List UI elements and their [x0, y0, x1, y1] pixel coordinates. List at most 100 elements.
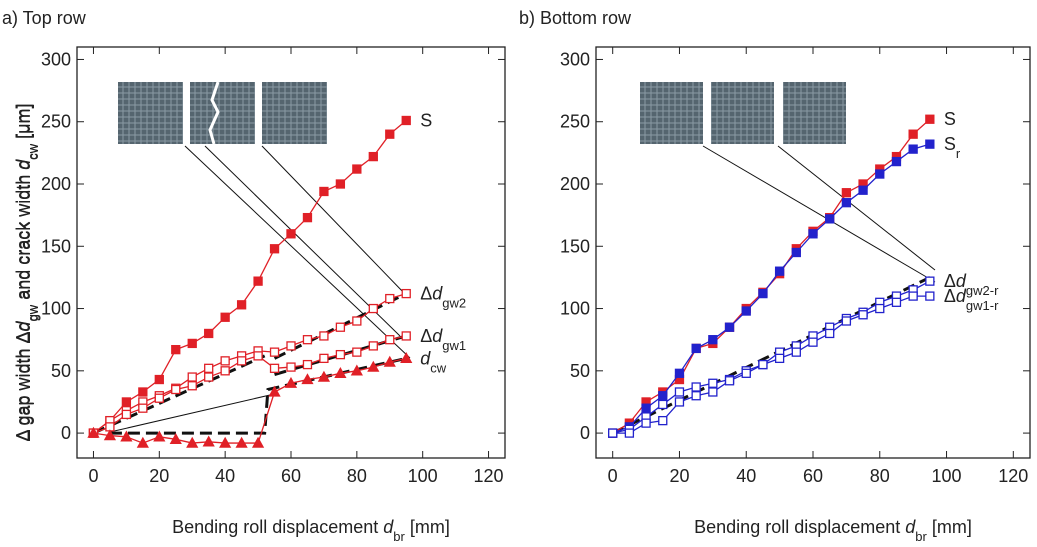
marker	[335, 349, 346, 360]
marker	[925, 139, 935, 149]
marker	[741, 368, 751, 378]
marker	[121, 409, 132, 420]
marker	[138, 403, 148, 413]
marker	[925, 114, 935, 124]
text-part: gw	[25, 304, 40, 321]
marker	[187, 381, 197, 391]
marker	[269, 347, 280, 357]
marker	[302, 212, 313, 223]
series-label: dcw	[420, 348, 447, 375]
marker	[253, 276, 263, 286]
y-tick-label: 200	[41, 174, 71, 194]
marker	[708, 387, 718, 397]
series-label: Δdgw1-r	[944, 286, 999, 313]
x-tick-label: 120	[998, 466, 1028, 486]
marker	[350, 364, 363, 376]
marker	[319, 353, 329, 364]
marker	[658, 391, 668, 401]
inset-image	[118, 82, 183, 144]
connector	[109, 394, 271, 433]
text-part: d	[432, 284, 443, 304]
y-tick-label: 300	[41, 49, 71, 69]
marker	[385, 129, 395, 139]
text-part: cw	[25, 143, 40, 160]
text-part: br	[393, 529, 405, 544]
x-tick-label: 40	[215, 466, 235, 486]
text-part: [μm]	[13, 103, 33, 143]
marker	[758, 288, 768, 299]
y-tick-label: 50	[51, 361, 71, 381]
marker	[841, 188, 852, 198]
marker	[153, 430, 166, 442]
text-part: [mm]	[405, 517, 450, 537]
marker	[236, 300, 247, 310]
marker	[367, 360, 380, 372]
marker	[858, 185, 868, 195]
y-tick-label: 150	[41, 236, 71, 256]
text-part: and crack width	[14, 170, 34, 305]
panel-title: b) Bottom row	[519, 8, 632, 28]
marker	[791, 247, 801, 258]
marker	[791, 347, 801, 357]
marker	[758, 359, 768, 370]
text-part: [mm]	[927, 517, 972, 537]
marker	[269, 363, 280, 373]
text-part: S	[944, 134, 956, 154]
marker	[236, 356, 247, 366]
x-tick-label: 80	[870, 466, 890, 486]
text-part: Δ	[944, 271, 956, 291]
text-part: gw1	[442, 337, 466, 352]
marker	[171, 384, 181, 395]
marker	[385, 293, 395, 304]
marker	[401, 331, 411, 341]
panel: a) Top row 0 20 40 60 80 100 120 0 50 100 150 200 250…	[2, 8, 506, 544]
x-tick-label: 60	[803, 466, 823, 486]
text-part: S	[944, 109, 956, 129]
text-part: d	[420, 348, 431, 368]
series-line	[612, 295, 930, 434]
x-axis-label: Bending roll displacement dbr [mm]	[694, 517, 972, 544]
series-label: S	[420, 110, 432, 130]
marker	[204, 363, 214, 373]
marker	[319, 186, 329, 197]
marker	[691, 391, 701, 401]
series-label: Δdgw2	[420, 284, 466, 311]
x-tick-label: 120	[474, 466, 504, 486]
marker	[674, 387, 685, 397]
text-part: d	[14, 159, 34, 170]
marker	[908, 144, 918, 154]
marker	[875, 169, 885, 179]
marker	[774, 266, 785, 276]
marker	[138, 387, 148, 397]
inset-image	[640, 82, 703, 144]
marker	[841, 198, 852, 208]
text-part: Δ gap width Δ	[13, 331, 33, 441]
marker	[385, 335, 395, 345]
x-tick-label: 40	[736, 466, 756, 486]
y-tick-label: 200	[560, 174, 590, 194]
marker	[103, 429, 117, 441]
marker	[624, 428, 635, 438]
marker	[121, 397, 132, 407]
marker	[317, 370, 331, 382]
marker	[400, 352, 413, 364]
marker	[204, 372, 214, 382]
text-part: d	[13, 159, 33, 170]
marker	[335, 322, 346, 332]
text-part: br	[915, 529, 927, 544]
marker	[368, 303, 378, 314]
marker	[674, 368, 685, 378]
text-part: Bending roll displacement	[694, 517, 905, 537]
x-tick-label: 100	[932, 466, 962, 486]
text-part: cw	[430, 360, 447, 375]
marker	[154, 393, 164, 403]
marker	[220, 356, 230, 366]
marker	[334, 366, 347, 378]
text-part: [μm]	[14, 103, 34, 143]
text-part: Δ	[420, 326, 432, 346]
marker	[87, 426, 100, 438]
text-part: gw	[26, 304, 41, 321]
marker	[368, 341, 378, 351]
connector	[261, 145, 406, 295]
